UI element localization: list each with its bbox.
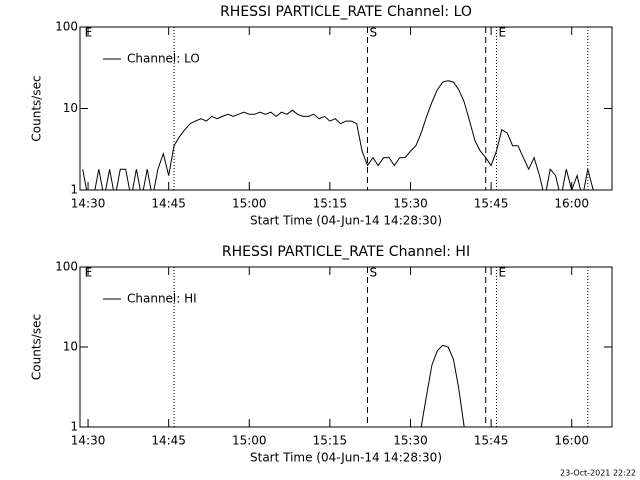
x-tick-label: 14:30 xyxy=(71,197,106,211)
x-tick-label: 14:45 xyxy=(151,197,186,211)
x-tick-label: 14:45 xyxy=(151,434,186,448)
y-tick-label: 100 xyxy=(55,260,78,274)
marker-label: E xyxy=(85,266,93,280)
legend-label: Channel: LO xyxy=(127,52,200,66)
x-tick-label: 15:45 xyxy=(474,434,509,448)
data-line xyxy=(420,344,465,427)
marker-label: E xyxy=(498,266,506,280)
x-tick-label: 15:00 xyxy=(232,197,267,211)
y-axis-title: Counts/sec xyxy=(30,75,44,141)
x-tick-label: 15:30 xyxy=(393,197,428,211)
x-axis-title: Start Time (04-Jun-14 14:28:30) xyxy=(250,214,442,228)
y-tick-label: 1 xyxy=(70,183,78,197)
marker-label: E xyxy=(85,26,93,40)
plot-frame xyxy=(79,26,613,191)
x-axis-title: Start Time (04-Jun-14 14:28:30) xyxy=(250,451,442,465)
x-tick-label: 14:30 xyxy=(71,434,106,448)
x-tick-label: 15:00 xyxy=(232,434,267,448)
y-tick-label: 10 xyxy=(63,340,78,354)
marker-label: S xyxy=(369,266,377,280)
x-tick-label: 15:15 xyxy=(313,197,348,211)
x-tick-label: 15:15 xyxy=(313,434,348,448)
x-tick-label: 15:30 xyxy=(393,434,428,448)
marker-label: E xyxy=(498,26,506,40)
plot-frame xyxy=(79,266,613,428)
y-tick-label: 10 xyxy=(63,101,78,115)
marker-label: S xyxy=(369,26,377,40)
x-tick-label: 16:00 xyxy=(554,434,589,448)
y-axis-title: Counts/sec xyxy=(30,314,44,380)
chart-title: RHESSI PARTICLE_RATE Channel: HI xyxy=(222,244,470,260)
footer: 23-Oct-2021 22:22 xyxy=(560,469,636,478)
legend-label: Channel: HI xyxy=(127,292,197,306)
data-line xyxy=(82,80,594,190)
y-tick-label: 1 xyxy=(70,420,78,434)
y-tick-label: 100 xyxy=(55,20,78,34)
chart-title: RHESSI PARTICLE_RATE Channel: LO xyxy=(220,4,472,20)
x-tick-label: 16:00 xyxy=(554,197,589,211)
x-tick-label: 15:45 xyxy=(474,197,509,211)
